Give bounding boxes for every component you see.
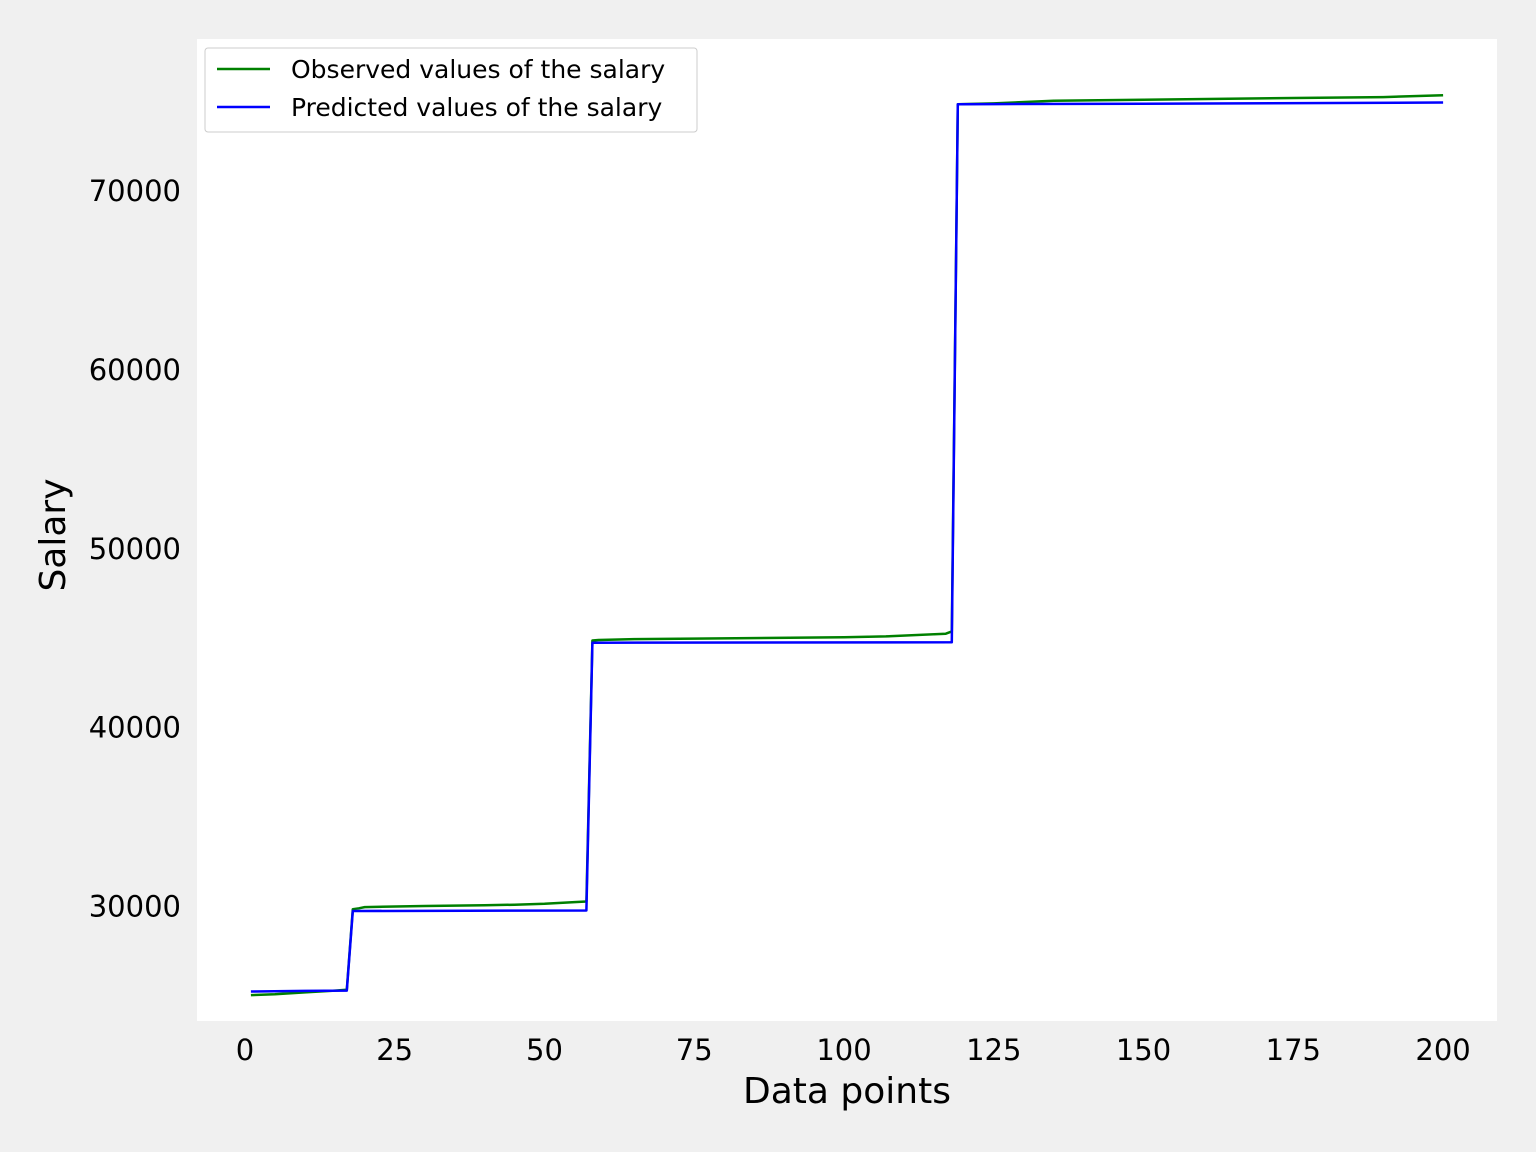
legend-label-observed: Observed values of the salary <box>291 55 665 84</box>
x-tick-label: 0 <box>236 1033 254 1067</box>
y-tick-label: 40000 <box>89 711 181 745</box>
y-axis-title: Salary <box>33 478 74 591</box>
x-axis-title: Data points <box>743 1071 951 1112</box>
x-tick-label: 150 <box>1116 1033 1171 1067</box>
y-tick-label: 60000 <box>89 353 181 387</box>
legend-frame <box>204 47 698 133</box>
plot-area <box>197 39 1497 1021</box>
y-axis-ticks: 30000 40000 50000 60000 70000 <box>89 174 181 923</box>
x-tick-label: 25 <box>376 1033 413 1067</box>
series-line-predicted <box>250 101 1444 993</box>
x-tick-label: 75 <box>676 1033 713 1067</box>
x-axis-ticks: 0 25 50 75 100 125 150 175 200 <box>236 1033 1471 1067</box>
y-tick-label: 30000 <box>89 890 181 924</box>
x-tick-label: 200 <box>1415 1033 1470 1067</box>
y-tick-label: 50000 <box>89 532 181 566</box>
legend-label-predicted: Predicted values of the salary <box>291 93 662 122</box>
legend: Observed values of the salary Predicted … <box>204 47 698 133</box>
x-tick-label: 50 <box>526 1033 563 1067</box>
y-tick-label: 70000 <box>89 174 181 208</box>
x-tick-label: 175 <box>1266 1033 1321 1067</box>
x-tick-label: 100 <box>816 1033 871 1067</box>
x-tick-label: 125 <box>966 1033 1021 1067</box>
series-lines <box>250 94 1444 997</box>
